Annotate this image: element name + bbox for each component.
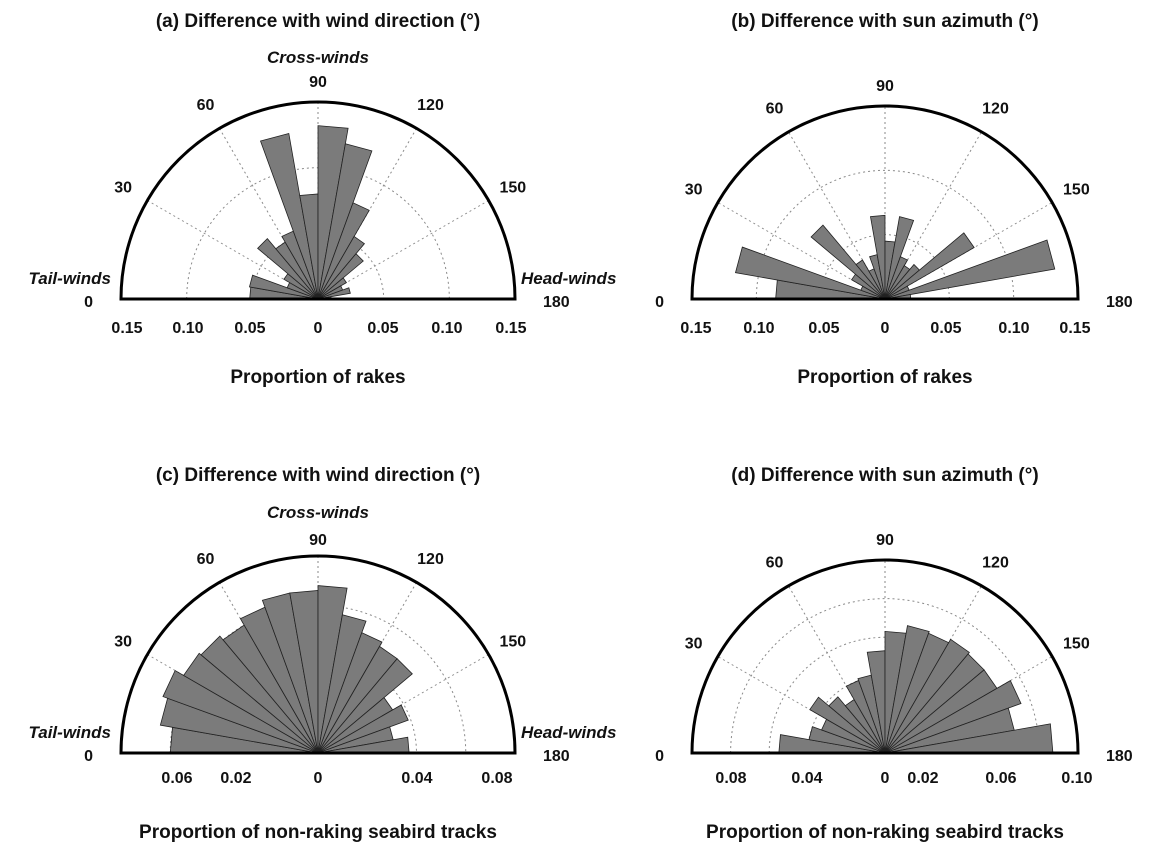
angle-label: 30 [114,180,132,197]
angle-label: 150 [1063,182,1090,199]
x-tick-label: 0.05 [234,320,265,337]
x-tick-label: 0 [314,320,323,337]
grid-spoke [788,131,886,300]
x-axis-label: Proportion of rakes [230,367,405,388]
x-tick-label: 0.15 [111,320,142,337]
x-tick-label: 0.15 [680,320,711,337]
x-tick-label: 0.10 [431,320,462,337]
x-tick-label: 0.05 [367,320,398,337]
panel-title: (b) Difference with sun azimuth (°) [731,11,1038,32]
angle-label: 60 [766,555,784,572]
x-tick-label: 0.08 [715,770,746,787]
x-tick-label: 0.10 [998,320,1029,337]
x-axis-label: Proportion of non-raking seabird tracks [139,822,497,843]
angle-label: 0 [655,748,664,765]
x-tick-label: 0.02 [220,770,251,787]
polar-frame [119,554,517,755]
x-tick-label: 0.06 [985,770,1016,787]
rose-bar [884,232,975,300]
angle-label: 60 [197,97,215,114]
grid-ring [251,232,385,300]
angle-label: 150 [1063,636,1090,653]
annotation-tail-winds: Tail-winds [29,269,112,288]
panel-title: (c) Difference with wind direction (°) [156,465,480,486]
x-tick-label: 0 [314,770,323,787]
angle-label: 180 [1106,748,1133,765]
x-axis-label: Proportion of rakes [797,367,972,388]
angle-label: 120 [417,551,444,568]
grid-spoke [717,202,886,300]
angle-label: 60 [197,551,215,568]
angle-label: 90 [876,532,894,549]
annotation-cross-winds: Cross-winds [267,48,369,67]
x-tick-label: 0.10 [172,320,203,337]
angle-label: 60 [766,101,784,118]
grid-spoke [788,585,886,754]
x-tick-label: 0.06 [161,770,192,787]
rose-panel-a: (a) Difference with wind direction (°) 0 3… [29,11,617,388]
x-tick-label: 0.04 [791,770,822,787]
angle-label: 120 [982,555,1009,572]
rose-panel-c: (c) Difference with wind direction (°) 0 3… [29,465,617,843]
angle-label: 30 [114,634,132,651]
annotation-cross-winds: Cross-winds [267,503,369,522]
x-tick-label: 0.08 [481,770,512,787]
angle-label: 180 [543,294,570,311]
angle-label: 150 [500,634,527,651]
x-tick-label: 0.10 [1061,770,1092,787]
annotation-head-winds: Head-winds [521,269,616,288]
x-tick-label: 0 [881,320,890,337]
rose-bar [734,246,886,300]
angle-label: 180 [1106,294,1133,311]
rose-panel-d: (d) Difference with sun azimuth (°) 0 30 60… [655,465,1133,843]
x-tick-label: 0.04 [401,770,432,787]
polar-frame [119,100,517,301]
rose-bar [884,239,1056,300]
panel-title: (a) Difference with wind direction (°) [156,11,480,32]
annotation-tail-winds: Tail-winds [29,723,112,742]
angle-label: 90 [876,78,894,95]
x-tick-label: 0.15 [1059,320,1090,337]
grid-spoke [884,131,982,300]
x-tick-label: 0.05 [930,320,961,337]
angle-label: 120 [982,101,1009,118]
polar-frame [690,558,1080,755]
panel-title: (d) Difference with sun azimuth (°) [731,465,1038,486]
x-tick-label: 0 [881,770,890,787]
angle-label: 30 [685,636,703,653]
angle-label: 0 [655,294,664,311]
grid-ring [730,598,1040,754]
angle-label: 180 [543,748,570,765]
x-tick-label: 0.15 [495,320,526,337]
angle-label: 0 [84,748,93,765]
x-tick-label: 0.10 [743,320,774,337]
grid-spoke [717,656,886,754]
annotation-head-winds: Head-winds [521,723,616,742]
angle-label: 90 [309,74,327,91]
rose-bar [810,224,886,300]
angle-label: 30 [685,182,703,199]
rose-bar [317,287,351,300]
angle-label: 90 [309,532,327,549]
angle-label: 0 [84,294,93,311]
x-tick-label: 0.02 [907,770,938,787]
x-tick-label: 0.05 [808,320,839,337]
x-axis-label: Proportion of non-raking seabird tracks [706,822,1064,843]
angle-label: 150 [500,180,527,197]
angle-label: 120 [417,97,444,114]
rose-panel-b: (b) Difference with sun azimuth (°) 0 30 60… [655,11,1133,388]
grid-ring [755,169,1015,300]
polar-frame [690,104,1080,301]
